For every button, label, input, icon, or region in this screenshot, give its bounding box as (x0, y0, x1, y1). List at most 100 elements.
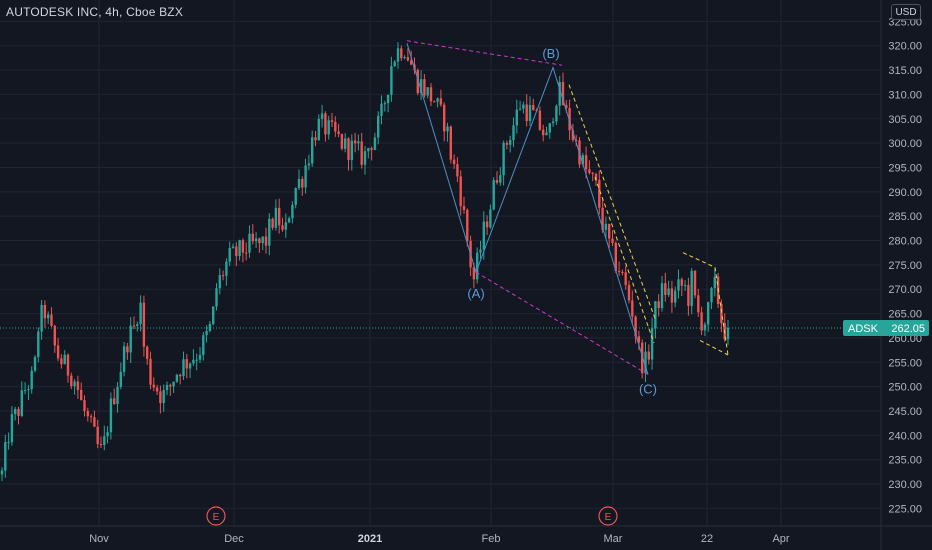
candle-body (367, 148, 370, 152)
candle-body (690, 270, 693, 306)
candle-body (43, 304, 47, 319)
candle-body (83, 400, 86, 411)
trend-channel-line[interactable] (475, 271, 649, 375)
candle-body (215, 288, 218, 307)
candle-body (406, 57, 410, 61)
candle-body (634, 316, 637, 337)
candle-body (60, 358, 63, 365)
candle-body (56, 345, 60, 359)
candle-body (238, 240, 241, 257)
candle-body (268, 218, 271, 246)
earnings-event-icon[interactable]: E (206, 506, 226, 526)
trend-channel-line[interactable] (714, 267, 729, 356)
last-price-tag: ADSK 262.05 (0, 319, 929, 336)
candle-body (509, 140, 512, 145)
candle-body (208, 323, 212, 331)
time-axis[interactable]: Nov Dec 2021 Feb Mar 22 Apr (0, 525, 932, 545)
trend-channel-line[interactable] (406, 40, 563, 66)
candle-body (152, 384, 155, 388)
candle-body (146, 346, 149, 359)
candle-body (33, 356, 37, 371)
candle-body (419, 79, 423, 94)
y-tick-label: 250.00 (888, 382, 922, 394)
candle-body (344, 138, 347, 149)
candle-body (617, 271, 621, 273)
candle-body (195, 359, 198, 361)
candle-body (291, 204, 294, 219)
candle-body (456, 164, 459, 177)
candle-body (109, 398, 113, 433)
abc-wave-line[interactable] (406, 43, 649, 375)
candle-body (482, 221, 485, 250)
candle-body (89, 416, 93, 418)
ticker-label: ADSK (848, 323, 879, 335)
earnings-label: E (605, 512, 612, 523)
symbol-title[interactable]: AUTODESK INC, 4h, Cboe BZX (6, 5, 184, 19)
candle-body (53, 325, 56, 346)
earnings-event-icon[interactable]: E (598, 506, 618, 526)
candle-body (532, 104, 535, 111)
candle-body (703, 324, 707, 331)
candle-body (370, 148, 373, 150)
candle-body (179, 374, 182, 377)
candle-body (393, 61, 396, 67)
currency-button[interactable]: USD (891, 4, 921, 20)
candle-body (528, 104, 532, 121)
last-price-badge (843, 319, 929, 336)
wave-label: (B) (542, 46, 559, 61)
candle-body (614, 243, 617, 272)
trend-channel-line[interactable] (594, 177, 655, 343)
candle-body (700, 312, 703, 331)
candle-body (116, 386, 119, 405)
y-tick-label: 265.00 (888, 309, 922, 321)
candle-body (561, 82, 565, 105)
candle-body (340, 134, 344, 149)
candle-body (334, 121, 337, 132)
trend-channel-line[interactable] (682, 252, 716, 268)
candle-body (426, 87, 429, 96)
candle-body (86, 410, 89, 417)
candle-body (192, 359, 195, 364)
candle-body (231, 246, 235, 249)
candle-body (693, 270, 697, 296)
drawing-layer[interactable] (406, 40, 729, 375)
candle-body (37, 331, 40, 357)
candle-body (241, 240, 245, 253)
candle-body (555, 105, 558, 122)
price-axis[interactable]: 225.00 230.00 235.00 240.00 245.00 250.00 255.… (880, 0, 922, 550)
candle-body (129, 325, 132, 353)
candle-body (185, 359, 188, 369)
candle-body (400, 48, 403, 59)
candle-body (667, 288, 670, 295)
candle-body (594, 173, 598, 180)
candle-body (512, 125, 515, 141)
candle-body (0, 470, 4, 475)
candle-body (10, 414, 14, 443)
candle-body (677, 279, 680, 291)
candle-body (301, 179, 304, 188)
candle-body (726, 327, 730, 340)
candle-body (139, 302, 142, 325)
candle-body (383, 103, 386, 105)
candle-body (548, 123, 551, 133)
candle-body (307, 163, 311, 166)
y-tick-label: 310.00 (888, 89, 922, 101)
candle-body (360, 141, 363, 165)
candle-body (452, 159, 456, 165)
candle-body (228, 248, 231, 262)
candle-body (449, 126, 452, 160)
candle-body (584, 155, 588, 170)
trend-channel-line[interactable] (699, 339, 729, 356)
candle-body (198, 354, 202, 360)
candle-body (443, 104, 446, 132)
candle-body (50, 314, 53, 326)
y-tick-label: 275.00 (888, 260, 922, 272)
candle-body (254, 238, 258, 242)
wave-label: (C) (639, 382, 657, 397)
candle-body (202, 335, 205, 355)
candle-body (103, 436, 106, 445)
candle-body (7, 442, 10, 444)
candle-body (650, 328, 654, 360)
